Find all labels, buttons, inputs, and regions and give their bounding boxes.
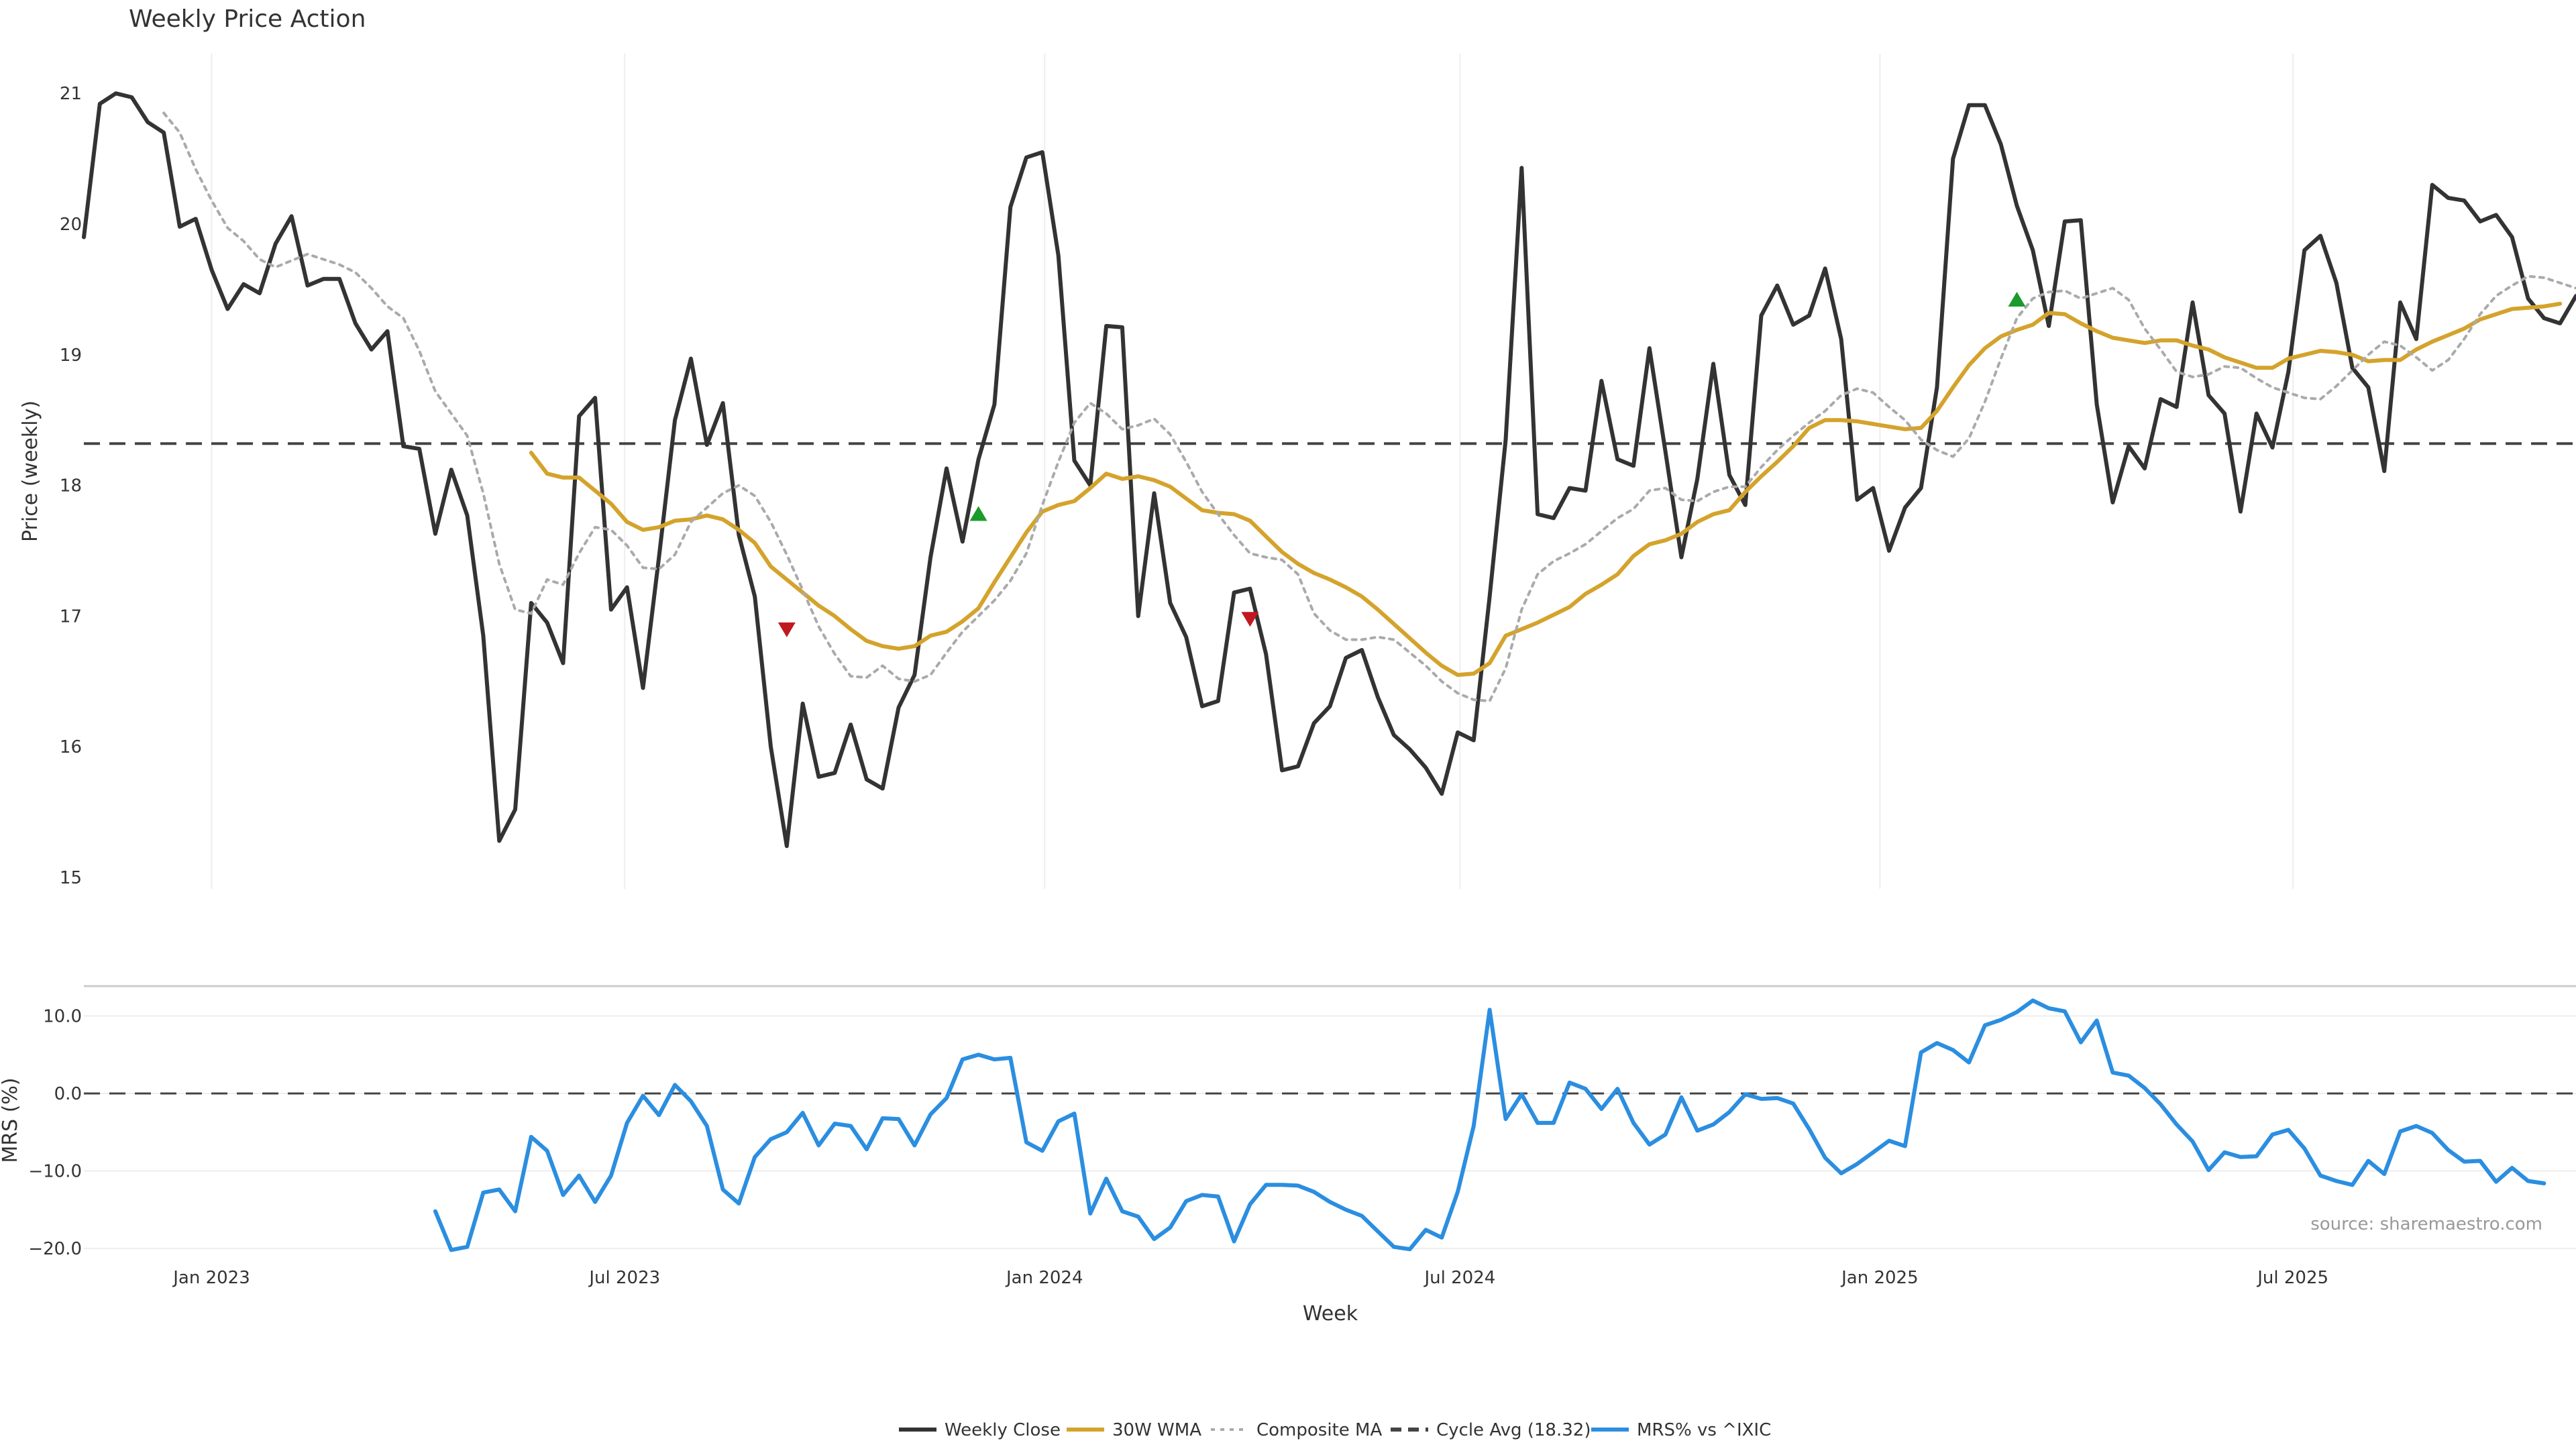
x-tick-label-2: Jan 2024 — [1005, 1268, 1083, 1288]
legend-label-4: MRS% vs ^IXIC — [1637, 1420, 1771, 1440]
x-axis: Jan 2023 Jul 2023 Jan 2024 Jul 2024 Jan 2025… — [172, 1268, 2328, 1288]
legend-label-3: Cycle Avg (18.32) — [1436, 1420, 1591, 1440]
mrs-y-tick-label-2: 0.0 — [54, 1084, 82, 1104]
x-tick-label-0: Jan 2023 — [172, 1268, 250, 1288]
price-series-weekly-close — [82, 91, 2576, 849]
chart-title: Weekly Price Action — [129, 5, 366, 33]
legend-label-2: Composite MA — [1256, 1420, 1382, 1440]
x-tick-label-1: Jul 2023 — [588, 1268, 660, 1288]
mrs-y-tick-label-1: −10.0 — [28, 1162, 82, 1182]
mrs-series-mrs-vs-ixic — [433, 998, 2546, 1252]
price-y-tick-label-0: 15 — [60, 868, 82, 888]
x-tick-label-5: Jul 2025 — [2256, 1268, 2328, 1288]
x-axis-label: Week — [1303, 1302, 1358, 1326]
source-note: source: sharemaestro.com — [2310, 1214, 2542, 1234]
price-y-tick-label-3: 18 — [60, 476, 82, 496]
mrs-y-tick-label-3: 10.0 — [43, 1007, 82, 1027]
buy-signal-marker-1 — [969, 506, 987, 521]
price-y-tick-label-1: 16 — [60, 737, 82, 757]
x-tick-label-4: Jan 2025 — [1840, 1268, 1919, 1288]
legend-label-0: Weekly Close — [945, 1420, 1061, 1440]
x-tick-label-3: Jul 2024 — [1424, 1268, 1496, 1288]
price-panel: 15 16 17 18 19 20 21 Price (weekly) — [19, 84, 2576, 888]
legend-label-1: 30W WMA — [1112, 1420, 1201, 1440]
buy-signal-marker-3 — [2008, 291, 2026, 307]
price-y-axis-label: Price (weekly) — [19, 400, 42, 542]
mrs-y-axis-label: MRS (%) — [0, 1077, 22, 1163]
price-series-30w-wma — [529, 301, 2563, 678]
price-y-tick-label-2: 17 — [60, 606, 82, 627]
sell-signal-marker-2 — [1241, 612, 1259, 627]
price-y-tick-label-6: 21 — [60, 84, 82, 104]
sell-signal-marker-0 — [777, 622, 796, 637]
price-y-tick-label-5: 20 — [60, 215, 82, 235]
price-y-tick-label-4: 19 — [60, 345, 82, 366]
mrs-y-tick-label-0: −20.0 — [28, 1239, 82, 1259]
legend: Weekly Close 30W WMA Composite MA Cycle Avg… — [899, 1420, 1771, 1440]
grid — [84, 54, 2576, 987]
price-series-composite-ma — [162, 111, 2576, 702]
mrs-panel: −20.0 −10.0 0.0 10.0 MRS (%) — [0, 998, 2576, 1259]
